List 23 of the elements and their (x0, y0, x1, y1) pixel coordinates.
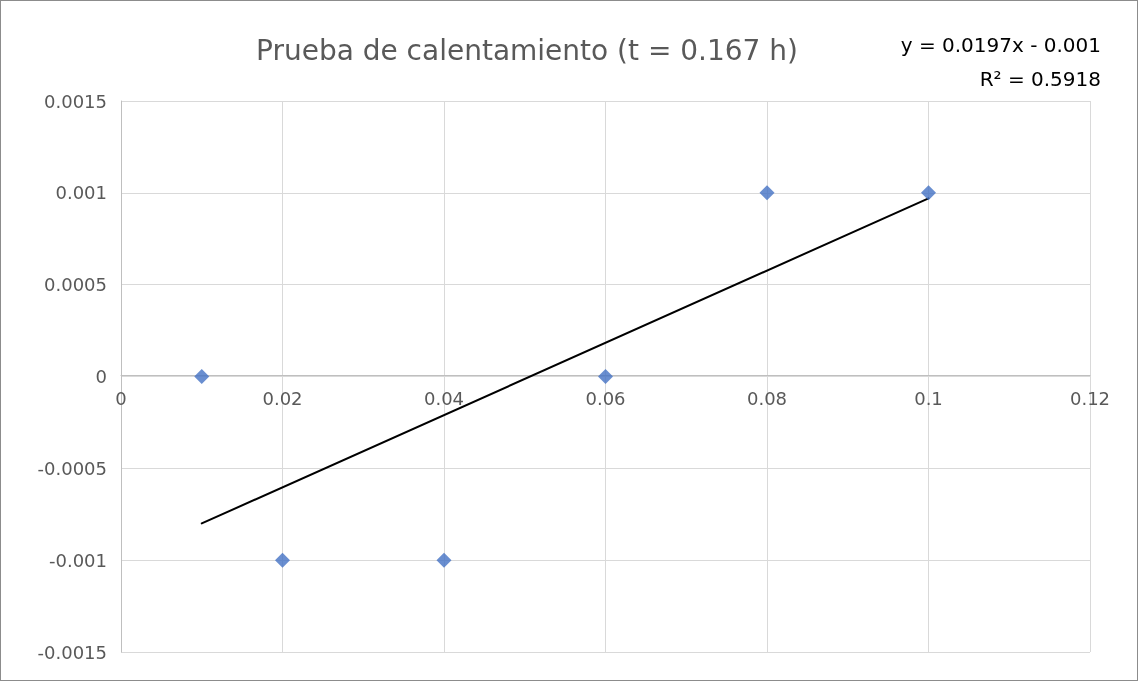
text: R² = 0.5918 (979, 67, 1101, 91)
y-tick-label: -0.0005 (37, 457, 107, 479)
point (921, 185, 936, 201)
chart-title: Prueba de calentamiento (t = 0.167 h) (256, 33, 798, 67)
y-tick-label: 0.0015 (44, 90, 107, 112)
x-tick-label: 0.12 (1069, 388, 1111, 409)
point (759, 185, 775, 201)
x-tick-label: 0.08 (746, 388, 788, 409)
point (598, 369, 613, 384)
y-tick-label: 0 (95, 366, 107, 387)
point (194, 369, 210, 384)
y-tick-label: -0.001 (48, 549, 107, 571)
x-tick-label: 0.06 (585, 388, 626, 409)
x-tick-label: 0 (115, 388, 127, 409)
point (275, 552, 290, 568)
y-tick-label: 0.0005 (44, 274, 107, 296)
y-tick-label: 0.001 (55, 182, 107, 204)
x-tick-label: 0.04 (423, 388, 465, 409)
x-tick-label: 0.1 (914, 388, 943, 409)
text: y = 0.0197x - 0.001 (900, 33, 1101, 57)
point (436, 552, 452, 568)
y-tick-label: -0.0015 (37, 641, 107, 663)
x-tick-label: 0.02 (262, 388, 303, 409)
